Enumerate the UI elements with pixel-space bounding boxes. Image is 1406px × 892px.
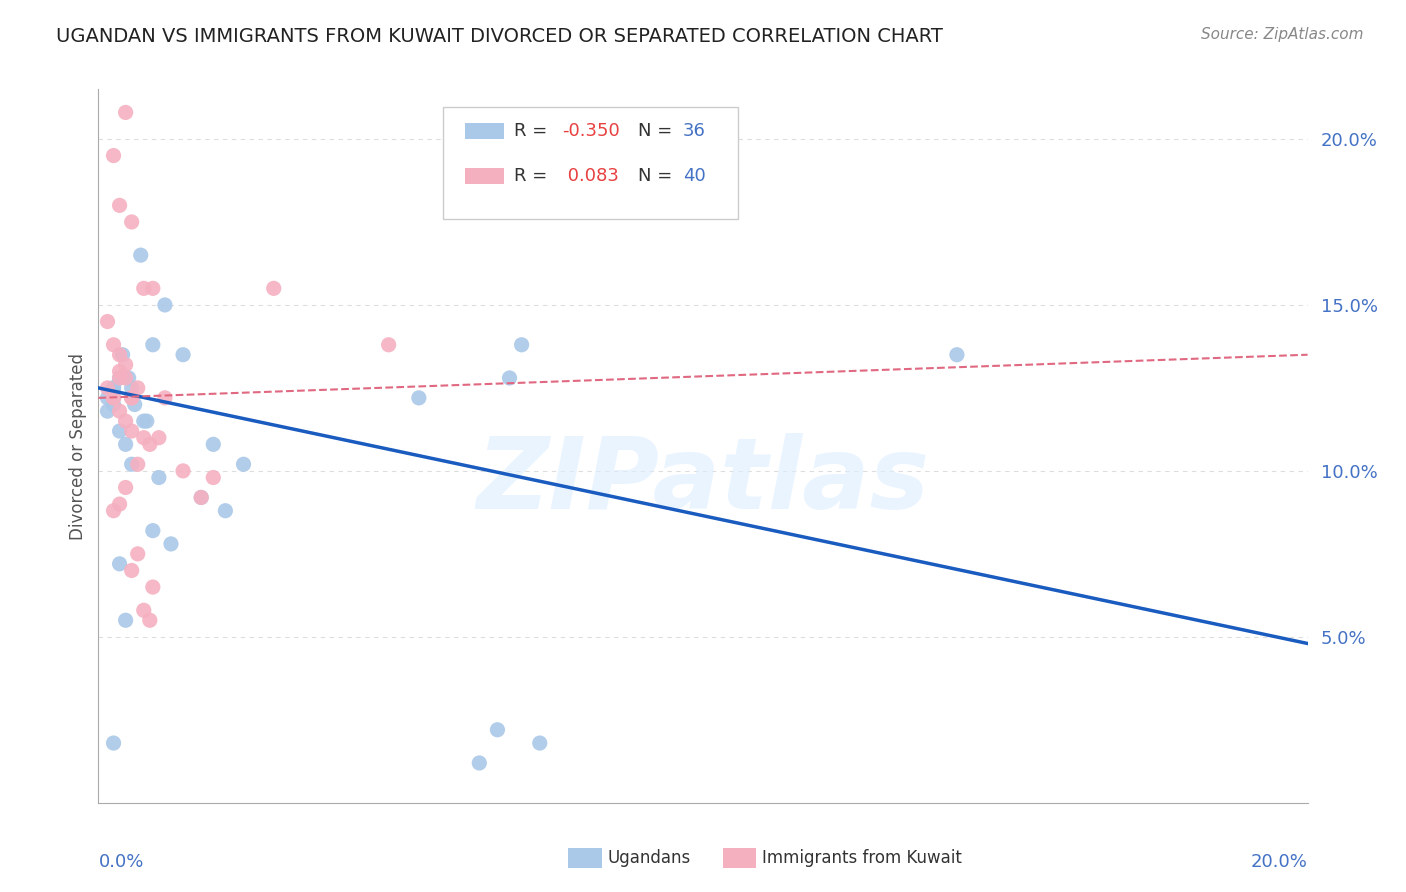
Text: 0.083: 0.083 bbox=[562, 167, 619, 185]
Point bbox=[468, 756, 491, 770]
Point bbox=[127, 547, 149, 561]
Point bbox=[121, 457, 143, 471]
Text: -0.350: -0.350 bbox=[562, 122, 620, 140]
Point bbox=[127, 457, 149, 471]
Point bbox=[153, 391, 176, 405]
Point bbox=[103, 391, 125, 405]
Point bbox=[96, 404, 118, 418]
Point bbox=[108, 371, 131, 385]
Point bbox=[153, 298, 176, 312]
Point bbox=[96, 381, 118, 395]
Point bbox=[96, 314, 118, 328]
Point bbox=[96, 391, 118, 405]
Point bbox=[103, 338, 125, 352]
Point bbox=[114, 437, 136, 451]
Point bbox=[114, 481, 136, 495]
Point bbox=[172, 464, 194, 478]
Point bbox=[148, 431, 170, 445]
Point bbox=[172, 348, 194, 362]
Point bbox=[108, 404, 131, 418]
Point bbox=[108, 497, 131, 511]
Point bbox=[114, 613, 136, 627]
Point bbox=[114, 414, 136, 428]
Point bbox=[202, 470, 225, 484]
Point bbox=[160, 537, 183, 551]
Text: Ugandans: Ugandans bbox=[607, 849, 690, 867]
Text: 20.0%: 20.0% bbox=[1251, 853, 1308, 871]
Text: Source: ZipAtlas.com: Source: ZipAtlas.com bbox=[1201, 27, 1364, 42]
Point bbox=[103, 381, 125, 395]
Text: R =: R = bbox=[515, 167, 553, 185]
Text: R =: R = bbox=[515, 122, 553, 140]
Y-axis label: Divorced or Separated: Divorced or Separated bbox=[69, 352, 87, 540]
Point bbox=[139, 613, 162, 627]
Text: 36: 36 bbox=[683, 122, 706, 140]
Point bbox=[111, 348, 134, 362]
Point bbox=[132, 431, 155, 445]
Point bbox=[114, 105, 136, 120]
Point bbox=[142, 524, 165, 538]
Point bbox=[946, 348, 969, 362]
Point bbox=[132, 281, 155, 295]
Point bbox=[486, 723, 509, 737]
Point bbox=[103, 148, 125, 162]
Text: N =: N = bbox=[638, 167, 678, 185]
Point bbox=[121, 391, 143, 405]
Text: ZIPatlas: ZIPatlas bbox=[477, 434, 929, 530]
Point bbox=[142, 338, 165, 352]
Point bbox=[103, 381, 125, 395]
Point bbox=[108, 198, 131, 212]
Point bbox=[121, 215, 143, 229]
Point bbox=[135, 414, 157, 428]
Point bbox=[510, 338, 533, 352]
Point bbox=[214, 504, 236, 518]
Point bbox=[129, 248, 152, 262]
Point bbox=[408, 391, 430, 405]
Point bbox=[263, 281, 285, 295]
Point bbox=[124, 397, 146, 411]
Text: 40: 40 bbox=[683, 167, 706, 185]
Point bbox=[132, 603, 155, 617]
Point bbox=[108, 557, 131, 571]
Point bbox=[190, 491, 212, 505]
Point bbox=[121, 381, 143, 395]
Point bbox=[121, 424, 143, 438]
Point bbox=[108, 371, 131, 385]
Point bbox=[148, 470, 170, 484]
Text: UGANDAN VS IMMIGRANTS FROM KUWAIT DIVORCED OR SEPARATED CORRELATION CHART: UGANDAN VS IMMIGRANTS FROM KUWAIT DIVORC… bbox=[56, 27, 943, 45]
Text: 0.0%: 0.0% bbox=[98, 853, 143, 871]
Point bbox=[103, 504, 125, 518]
Point bbox=[103, 391, 125, 405]
Point bbox=[232, 457, 254, 471]
Point bbox=[108, 364, 131, 378]
Text: N =: N = bbox=[638, 122, 678, 140]
Point bbox=[114, 371, 136, 385]
Point bbox=[103, 736, 125, 750]
Point bbox=[132, 414, 155, 428]
Point bbox=[190, 491, 212, 505]
Point bbox=[139, 437, 162, 451]
Point bbox=[118, 371, 141, 385]
Point bbox=[202, 437, 225, 451]
Point bbox=[103, 397, 125, 411]
Point bbox=[108, 424, 131, 438]
Point bbox=[142, 281, 165, 295]
Point bbox=[114, 358, 136, 372]
Point bbox=[142, 580, 165, 594]
Point bbox=[529, 736, 551, 750]
Point bbox=[121, 391, 143, 405]
Point bbox=[127, 381, 149, 395]
Point bbox=[498, 371, 520, 385]
Point bbox=[108, 348, 131, 362]
Point bbox=[377, 338, 399, 352]
Point bbox=[121, 564, 143, 578]
Text: Immigrants from Kuwait: Immigrants from Kuwait bbox=[762, 849, 962, 867]
